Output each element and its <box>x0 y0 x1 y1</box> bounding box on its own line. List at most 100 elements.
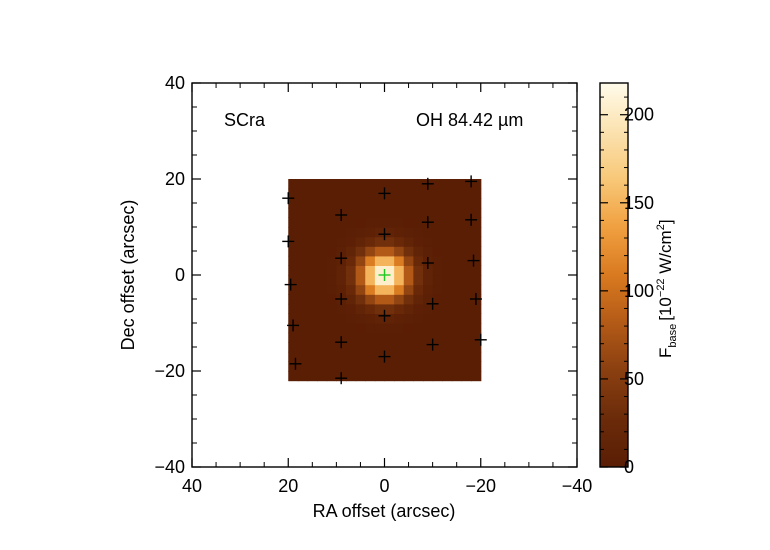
heatmap-cell <box>394 361 405 372</box>
heatmap-cell <box>355 294 366 305</box>
heatmap-cell <box>326 188 337 199</box>
heatmap-cell <box>384 207 395 218</box>
heatmap-cell <box>423 236 434 247</box>
heatmap-cell <box>288 294 299 305</box>
heatmap-cell <box>394 227 405 238</box>
heatmap-cell <box>471 246 482 257</box>
heatmap-cell <box>326 255 337 266</box>
heatmap-cell <box>317 236 328 247</box>
heatmap-cell <box>423 332 434 343</box>
heatmap-cell <box>461 275 472 286</box>
heatmap-cell <box>442 275 453 286</box>
heatmap-cell <box>288 361 299 372</box>
spaxel-marker <box>335 293 348 305</box>
spaxel-marker <box>378 350 391 363</box>
spaxel-marker <box>284 278 297 291</box>
heatmap-cell <box>288 284 299 295</box>
heatmap-cell <box>297 265 309 276</box>
heatmap-cell <box>355 332 366 343</box>
heatmap-cell <box>307 179 318 190</box>
heatmap-cell <box>394 217 405 228</box>
spaxel-marker <box>282 235 295 248</box>
heatmap-cell <box>442 255 453 266</box>
heatmap-cell <box>355 342 366 353</box>
y-axis-title: Dec offset (arcsec) <box>118 200 138 351</box>
heatmap-cell <box>374 227 386 238</box>
heatmap-cell <box>297 323 309 334</box>
heatmap-cell <box>365 179 376 190</box>
heatmap-cell <box>326 313 337 324</box>
heatmap-cell <box>403 217 414 228</box>
heatmap-cell <box>297 284 309 295</box>
heatmap-cell <box>297 246 309 257</box>
heatmap <box>288 179 482 382</box>
heatmap-cell <box>403 332 414 343</box>
heatmap-cell <box>317 294 328 305</box>
heatmap-cell <box>307 361 318 372</box>
heatmap-cell <box>326 342 337 353</box>
heatmap-cell <box>442 198 453 209</box>
heatmap-cell <box>442 351 453 362</box>
heatmap-cell <box>451 361 463 372</box>
heatmap-cell <box>288 227 299 238</box>
heatmap-cell <box>346 351 357 362</box>
colorbar-tick-label: 0 <box>624 457 634 477</box>
heatmap-cell <box>346 207 357 218</box>
heatmap-cell <box>432 255 443 266</box>
heatmap-cell <box>442 303 453 314</box>
heatmap-cell <box>413 313 424 324</box>
heatmap-cell <box>403 313 414 324</box>
heatmap-cell <box>461 179 472 190</box>
heatmap-cell <box>442 323 453 334</box>
heatmap-cell <box>413 284 424 295</box>
heatmap-cell <box>442 179 453 190</box>
heatmap-cell <box>384 371 395 382</box>
heatmap-cell <box>297 294 309 305</box>
heatmap-cell <box>355 207 366 218</box>
heatmap-cell <box>423 323 434 334</box>
colorbar-label-units2: W/cm <box>656 230 675 278</box>
heatmap-cell <box>336 361 347 372</box>
heatmap-cell <box>403 227 414 238</box>
heatmap-cell <box>461 284 472 295</box>
heatmap-cell <box>432 246 443 257</box>
heatmap-cell <box>394 332 405 343</box>
heatmap-cell <box>346 198 357 209</box>
heatmap-cell <box>451 294 463 305</box>
heatmap-cell <box>471 361 482 372</box>
heatmap-cell <box>288 255 299 266</box>
heatmap-cell <box>288 371 299 382</box>
heatmap-cell <box>471 323 482 334</box>
heatmap-cell <box>394 342 405 353</box>
heatmap-cell <box>471 207 482 218</box>
heatmap-cell <box>336 313 347 324</box>
heatmap-cell <box>365 342 376 353</box>
heatmap-cell <box>471 342 482 353</box>
spaxel-markers <box>282 175 487 385</box>
heatmap-cell <box>365 303 376 314</box>
heatmap-cell <box>307 275 318 286</box>
heatmap-cell <box>326 246 337 257</box>
heatmap-cell <box>461 255 472 266</box>
heatmap-cell <box>297 351 309 362</box>
heatmap-cell <box>355 265 366 276</box>
heatmap-cell <box>413 303 424 314</box>
heatmap-cell <box>365 275 376 286</box>
heatmap-cell <box>423 275 434 286</box>
heatmap-cell <box>451 255 463 266</box>
heatmap-cell <box>307 207 318 218</box>
central-spaxel-marker <box>378 269 391 281</box>
heatmap-cell <box>394 303 405 314</box>
heatmap-cell <box>307 371 318 382</box>
heatmap-cell <box>297 361 309 372</box>
heatmap-cell <box>384 323 395 334</box>
heatmap-cell <box>317 265 328 276</box>
heatmap-cell <box>423 342 434 353</box>
heatmap-cell <box>461 371 472 382</box>
heatmap-cell <box>423 188 434 199</box>
heatmap-cell <box>317 275 328 286</box>
heatmap-cell <box>461 294 472 305</box>
heatmap-cell <box>297 179 309 190</box>
heatmap-cell <box>471 275 482 286</box>
heatmap-cell <box>317 227 328 238</box>
